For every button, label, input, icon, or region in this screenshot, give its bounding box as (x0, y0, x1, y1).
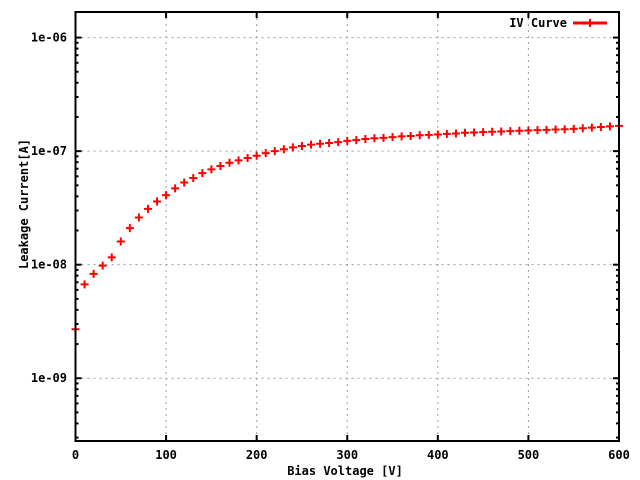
x-tick-label: 100 (155, 448, 177, 462)
data-point-marker (288, 143, 297, 152)
data-point-marker (542, 125, 551, 134)
data-point-marker (370, 134, 379, 143)
x-tick-label: 400 (427, 448, 449, 462)
data-point-marker (270, 147, 279, 156)
y-axis-title: Leakage Current[A] (17, 138, 31, 270)
data-point-marker (605, 122, 614, 131)
data-point-marker (569, 124, 578, 133)
data-point-marker (125, 224, 134, 233)
x-axis-title: Bias Voltage [V] (287, 464, 403, 478)
data-point-marker (316, 139, 325, 148)
data-point-marker (424, 130, 433, 139)
data-point-marker (89, 269, 98, 278)
data-point-marker (216, 161, 225, 170)
data-point-marker (442, 129, 451, 138)
data-point-marker (551, 125, 560, 134)
data-point-marker (397, 132, 406, 141)
legend-series-label: IV Curve (509, 16, 567, 30)
data-point-marker (343, 136, 352, 145)
data-point-marker (334, 138, 343, 147)
data-point-marker (497, 127, 506, 136)
data-point-marker (451, 129, 460, 138)
x-tick-label: 600 (608, 448, 630, 462)
y-tick-label: 1e-06 (31, 31, 67, 45)
data-point-marker (98, 261, 107, 270)
data-point-marker (488, 127, 497, 136)
data-point-marker (533, 126, 542, 135)
data-point-marker (207, 165, 216, 174)
data-point-marker (461, 128, 470, 137)
data-point-marker (406, 131, 415, 140)
data-point-marker (415, 131, 424, 140)
data-point-marker (225, 158, 234, 167)
data-point-marker (433, 130, 442, 139)
data-point-marker (189, 173, 198, 182)
data-point-marker (361, 134, 370, 143)
data-point-marker (297, 141, 306, 150)
legend-sample-marker (586, 19, 594, 27)
y-tick-label: 1e-08 (31, 258, 67, 272)
data-point-marker (506, 127, 515, 136)
data-point-marker (107, 253, 116, 262)
data-point-marker (171, 184, 180, 193)
data-point-marker (143, 204, 152, 213)
plot-border (74, 11, 620, 442)
data-point-marker (325, 138, 334, 147)
data-point-marker (279, 145, 288, 154)
data-point-marker (307, 140, 316, 149)
x-tick-label: 500 (518, 448, 540, 462)
data-point-marker (234, 156, 243, 165)
data-point-marker (578, 124, 587, 133)
data-point-marker (261, 149, 270, 158)
data-point-marker (243, 153, 252, 162)
data-point-marker (587, 123, 596, 132)
data-point-marker (524, 126, 533, 135)
x-tick-label: 200 (246, 448, 268, 462)
data-point-marker (479, 128, 488, 137)
data-point-marker (252, 151, 261, 160)
data-point-marker (352, 136, 361, 145)
data-point-marker (80, 280, 89, 289)
data-point-marker (153, 197, 162, 206)
data-point-marker (388, 133, 397, 142)
data-point-marker (515, 126, 524, 135)
data-point-marker (379, 133, 388, 142)
data-point-marker (162, 191, 171, 200)
data-point-marker (198, 169, 207, 178)
x-tick-label: 0 (72, 448, 79, 462)
data-point-marker (116, 237, 125, 246)
y-tick-label: 1e-07 (31, 144, 67, 158)
data-point-marker (134, 213, 143, 222)
x-tick-label: 300 (336, 448, 358, 462)
y-tick-label: 1e-09 (31, 371, 67, 385)
data-point-marker (180, 178, 189, 187)
data-point-marker (560, 125, 569, 134)
data-point-marker (596, 123, 605, 132)
data-point-marker (470, 128, 479, 137)
